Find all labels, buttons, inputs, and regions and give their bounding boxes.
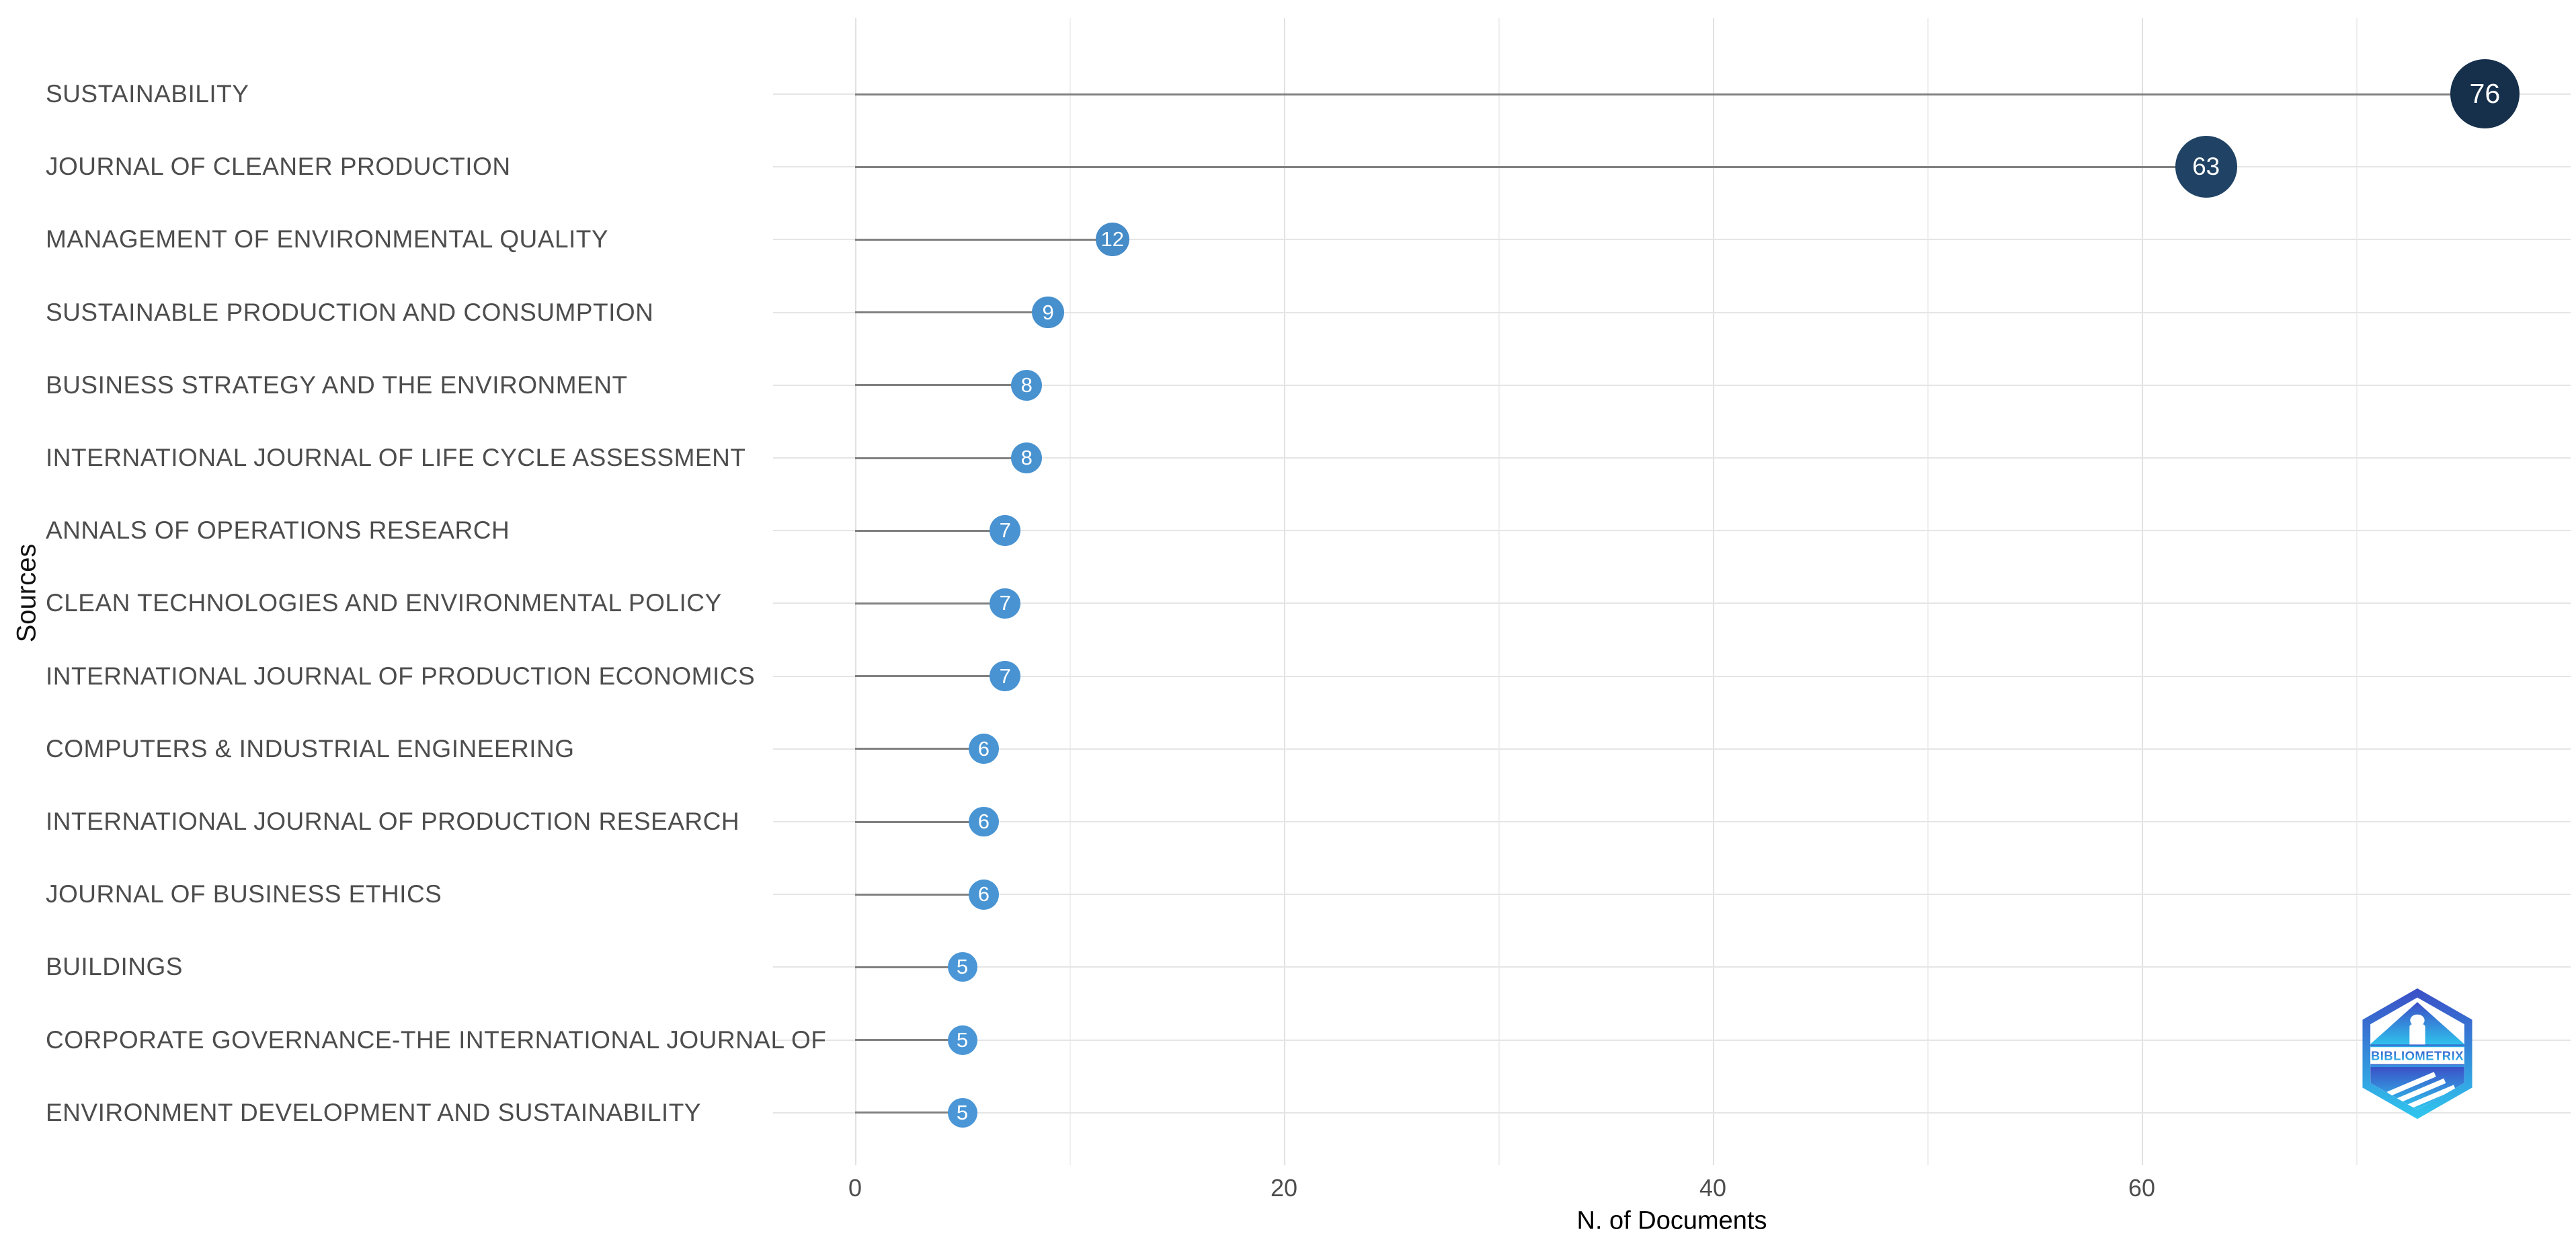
lollipop-stem [855, 820, 984, 823]
v-gridline-minor [2356, 18, 2358, 1165]
lollipop-dot: 7 [990, 515, 1021, 547]
category-label: JOURNAL OF BUSINESS ETHICS [46, 880, 442, 908]
logo-bottom [2370, 1066, 2464, 1110]
lollipop-stem [855, 457, 1027, 459]
lollipop-dot: 5 [947, 1025, 977, 1055]
x-tick-label: 40 [1699, 1174, 1727, 1202]
lollipop-stem [855, 384, 1027, 387]
x-tick-label: 0 [848, 1174, 862, 1202]
v-gridline-minor [1498, 18, 1500, 1165]
category-label: BUILDINGS [46, 953, 183, 981]
lollipop-stem [855, 1039, 963, 1042]
lollipop-stem [855, 966, 963, 968]
v-gridline-major [1713, 18, 1714, 1165]
category-label: CLEAN TECHNOLOGIES AND ENVIRONMENTAL POL… [46, 589, 722, 617]
lollipop-stem [855, 1112, 963, 1114]
category-label: INTERNATIONAL JOURNAL OF PRODUCTION ECON… [46, 662, 756, 690]
lollipop-stem [855, 93, 2485, 95]
h-gridline [773, 457, 2571, 459]
plot-panel: 76 63 12 9 8 8 7 7 7 6 6 6 5 5 5 [773, 18, 2571, 1165]
lollipop-dot: 9 [1032, 296, 1064, 329]
v-gridline-minor [1927, 18, 1929, 1165]
lollipop-dot: 7 [990, 588, 1021, 619]
category-label: INTERNATIONAL JOURNAL OF LIFE CYCLE ASSE… [46, 444, 746, 471]
h-gridline [773, 675, 2571, 677]
category-label: BUSINESS STRATEGY AND THE ENVIRONMENT [46, 370, 628, 399]
lollipop-dot: 63 [2175, 136, 2237, 198]
lollipop-stem [855, 165, 2206, 168]
h-gridline [773, 894, 2571, 896]
lollipop-stem [855, 311, 1049, 314]
h-gridline [773, 384, 2571, 386]
x-tick-label: 20 [1270, 1174, 1298, 1202]
lollipop-dot: 5 [947, 1097, 977, 1128]
lollipop-stem [855, 529, 1006, 532]
category-label: ENVIRONMENT DEVELOPMENT AND SUSTAINABILI… [46, 1098, 701, 1126]
category-label: SUSTAINABILITY [46, 80, 249, 108]
x-tick-label: 60 [2128, 1174, 2156, 1202]
category-label: COMPUTERS & INDUSTRIAL ENGINEERING [46, 734, 575, 763]
lollipop-dot: 76 [2450, 59, 2520, 129]
logo-wordmark: BIBLIOMETRIX [2371, 1049, 2464, 1063]
y-axis-title: Sources [11, 543, 42, 643]
lollipop-dot: 12 [1095, 223, 1129, 257]
lollipop-dot: 5 [947, 952, 977, 982]
category-label: INTERNATIONAL JOURNAL OF PRODUCTION RESE… [46, 808, 740, 835]
lollipop-stem [855, 602, 1006, 604]
category-label: JOURNAL OF CLEANER PRODUCTION [46, 153, 511, 181]
h-gridline [773, 311, 2571, 313]
h-gridline [773, 530, 2571, 532]
category-label: MANAGEMENT OF ENVIRONMENTAL QUALITY [46, 225, 609, 254]
h-gridline [773, 748, 2571, 750]
v-gridline-major [2142, 18, 2143, 1165]
v-gridline-major [1284, 18, 1285, 1165]
lollipop-stem [855, 675, 1006, 678]
h-gridline [773, 966, 2571, 968]
category-label: ANNALS OF OPERATIONS RESEARCH [46, 516, 510, 545]
h-gridline [773, 602, 2571, 604]
lollipop-dot: 6 [968, 806, 999, 837]
v-gridline-major [855, 18, 856, 1165]
x-axis-title: N. of Documents [1576, 1206, 1767, 1235]
category-label: SUSTAINABLE PRODUCTION AND CONSUMPTION [46, 298, 654, 326]
category-label: CORPORATE GOVERNANCE-THE INTERNATIONAL J… [46, 1025, 827, 1054]
h-gridline [773, 821, 2571, 822]
lollipop-stem [855, 893, 984, 896]
logo-lamp-icon [2410, 1014, 2425, 1027]
logo-lamp-base [2409, 1024, 2425, 1047]
lollipop-dot: 6 [968, 734, 999, 765]
lollipop-dot: 7 [990, 660, 1021, 692]
h-gridline [773, 1112, 2571, 1114]
bibliometrix-logo: BIBLIOMETRIX [2362, 988, 2472, 1120]
lollipop-dot: 8 [1010, 442, 1043, 474]
lollipop-stem [855, 238, 1113, 241]
lollipop-stem [855, 748, 984, 750]
lollipop-dot: 8 [1010, 369, 1043, 401]
v-gridline-minor [1070, 18, 1071, 1165]
h-gridline [773, 1039, 2571, 1041]
h-gridline [773, 239, 2571, 241]
lollipop-dot: 6 [968, 879, 999, 910]
